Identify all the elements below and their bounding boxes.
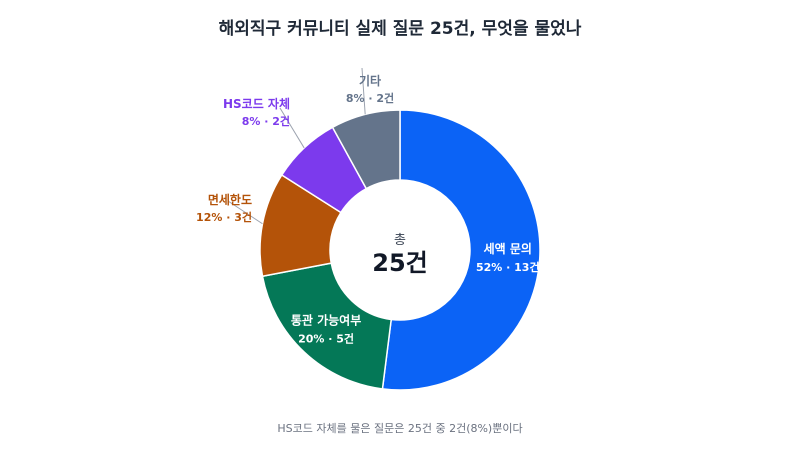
slice-detail-2: 20% · 5건	[298, 332, 354, 346]
slice-detail-1: 52% · 13건	[476, 260, 540, 274]
donut-slice-5	[331, 109, 401, 190]
leader-line-5	[361, 67, 366, 115]
leader-line-4	[279, 107, 305, 149]
slice-detail-3: 12% · 3건	[196, 210, 252, 224]
center-total: 25건	[372, 249, 427, 277]
slice-label-5: 기타	[359, 73, 381, 88]
slice-detail-4: 8% · 2건	[242, 114, 290, 128]
slice-label-2: 통관 가능여부	[291, 313, 361, 328]
chart-title: 해외직구 커뮤니티 실제 질문 25건, 무엇을 물었나	[218, 19, 582, 39]
chart-footnote: HS코드 자체를 물은 질문은 25건 중 2건(8%)뿐이다	[277, 422, 523, 435]
slice-label-3: 면세한도	[208, 192, 252, 207]
slice-label-1: 세액 문의	[484, 241, 532, 256]
center-label: 총	[394, 233, 406, 248]
slice-detail-5: 8% · 2건	[346, 91, 394, 105]
donut-slice-2	[261, 262, 393, 390]
donut-slice-1	[381, 109, 541, 391]
leader-line-3	[227, 200, 263, 225]
slice-label-4: HS코드 자체	[223, 96, 290, 111]
